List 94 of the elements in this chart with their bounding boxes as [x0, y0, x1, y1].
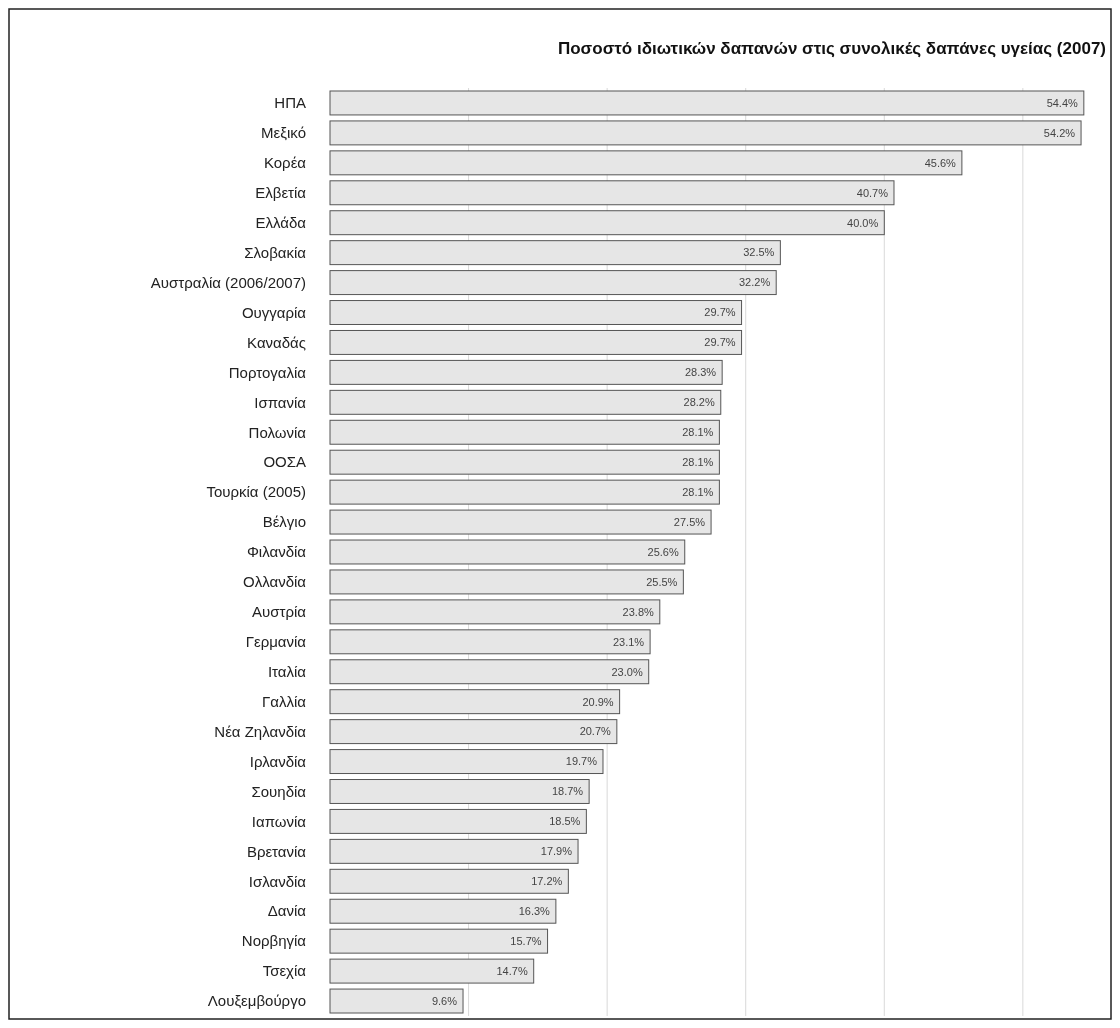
y-tick-label: Ελβετία	[255, 184, 307, 202]
bar	[329, 629, 651, 655]
bar	[329, 868, 569, 894]
y-tick-label: Ολλανδία	[243, 573, 307, 591]
y-tick-label: Ουγγαρία	[241, 303, 307, 321]
data-label: 32.2%	[739, 276, 771, 289]
y-tick-label: Μεξικό	[261, 124, 306, 142]
y-tick-label: ΗΠΑ	[274, 94, 306, 112]
bar	[329, 300, 743, 325]
y-tick-label: Σλοβακία	[244, 243, 307, 261]
y-tick-label: Βέλγιο	[262, 513, 306, 531]
y-tick-label: Αυστραλία (2006/2007)	[150, 273, 306, 291]
data-label: 18.7%	[551, 785, 584, 798]
data-label: 23.0%	[611, 665, 643, 678]
y-tick-label: Ισπανία	[254, 393, 307, 411]
y-tick-label: Γερμανία	[245, 633, 307, 651]
chart-title: Ποσοστό ιδιωτικών δαπανών στις συνολικές δαπάνες υγείας (2007)	[557, 39, 1106, 58]
bar	[329, 719, 618, 745]
bar	[329, 120, 1082, 146]
y-tick-label: Τσεχία	[262, 962, 307, 980]
y-tick-label: Κορέα	[263, 154, 307, 172]
data-label: 17.2%	[531, 875, 563, 888]
data-label: 20.9%	[582, 695, 614, 708]
data-label: 28.2%	[683, 396, 715, 409]
data-label: 28.1%	[682, 426, 714, 439]
bar	[329, 928, 549, 954]
y-tick-label: Ιταλία	[267, 662, 307, 680]
data-label: 54.4%	[1046, 96, 1079, 109]
bar	[329, 838, 579, 864]
data-label: 18.5%	[549, 815, 581, 828]
bar	[329, 419, 720, 445]
bar	[329, 240, 781, 266]
bar	[329, 449, 720, 475]
y-tick-label: ΟΟΣΑ	[263, 453, 306, 471]
y-tick-label: Πολωνία	[248, 423, 307, 441]
bar	[329, 509, 712, 535]
y-tick-label: Τουρκία (2005)	[206, 483, 306, 501]
bar	[329, 389, 722, 415]
bar	[329, 150, 963, 176]
data-label: 25.5%	[646, 575, 678, 588]
data-label: 40.7%	[856, 186, 889, 199]
data-label: 27.5%	[673, 515, 706, 528]
bar	[329, 808, 587, 834]
bar	[329, 180, 895, 206]
y-tick-label: Βρετανία	[246, 842, 307, 860]
data-label: 28.1%	[682, 456, 714, 469]
bar	[329, 659, 650, 685]
y-tick-label: Ιρλανδία	[249, 752, 307, 770]
y-tick-label: Ισλανδία	[248, 872, 307, 890]
bar	[329, 270, 777, 296]
bar	[329, 359, 723, 385]
data-label: 25.6%	[647, 545, 679, 558]
y-tick-label: Λουξεμβούργο	[207, 992, 306, 1010]
data-label: 40.0%	[847, 216, 879, 229]
data-label: 54.2%	[1043, 126, 1076, 139]
data-label: 9.6%	[431, 994, 458, 1007]
data-label: 32.5%	[743, 246, 775, 259]
data-label: 17.9%	[540, 845, 573, 858]
y-tick-label: Πορτογαλία	[228, 363, 307, 381]
data-label: 16.3%	[518, 905, 551, 918]
bar	[329, 958, 535, 984]
bar	[329, 329, 743, 355]
bar	[329, 689, 621, 715]
data-label: 45.6%	[924, 156, 957, 169]
y-tick-label: Σουηδία	[251, 782, 307, 800]
bar	[329, 479, 720, 505]
data-label: 29.7%	[704, 306, 736, 319]
data-label: 14.7%	[496, 964, 528, 977]
bar	[329, 898, 557, 924]
bar	[329, 90, 1085, 116]
data-label: 29.7%	[704, 336, 736, 349]
y-tick-label: Νέα Ζηλανδία	[214, 722, 307, 740]
data-label: 15.7%	[510, 935, 542, 948]
bar	[329, 539, 686, 565]
y-tick-label: Νορβηγία	[241, 932, 307, 950]
y-tick-label: Αυστρία	[252, 603, 307, 621]
y-tick-label: Δανία	[267, 902, 307, 920]
y-tick-label: Φιλανδία	[246, 543, 307, 561]
data-label: 28.3%	[684, 366, 717, 379]
y-tick-label: Καναδάς	[247, 333, 306, 351]
bar	[329, 210, 885, 236]
data-label: 28.1%	[682, 485, 714, 498]
y-tick-label: Γαλλία	[262, 692, 307, 710]
data-label: 20.7%	[579, 725, 612, 738]
bar	[329, 988, 464, 1014]
bar	[329, 779, 590, 804]
bar	[329, 599, 661, 625]
y-tick-label: Ελλάδα	[255, 213, 307, 231]
data-label: 23.8%	[622, 605, 655, 618]
data-label: 23.1%	[612, 635, 645, 648]
y-tick-label: Ιαπωνία	[251, 812, 307, 830]
data-label: 19.7%	[565, 755, 598, 768]
bar	[329, 569, 684, 595]
bar	[329, 749, 604, 775]
